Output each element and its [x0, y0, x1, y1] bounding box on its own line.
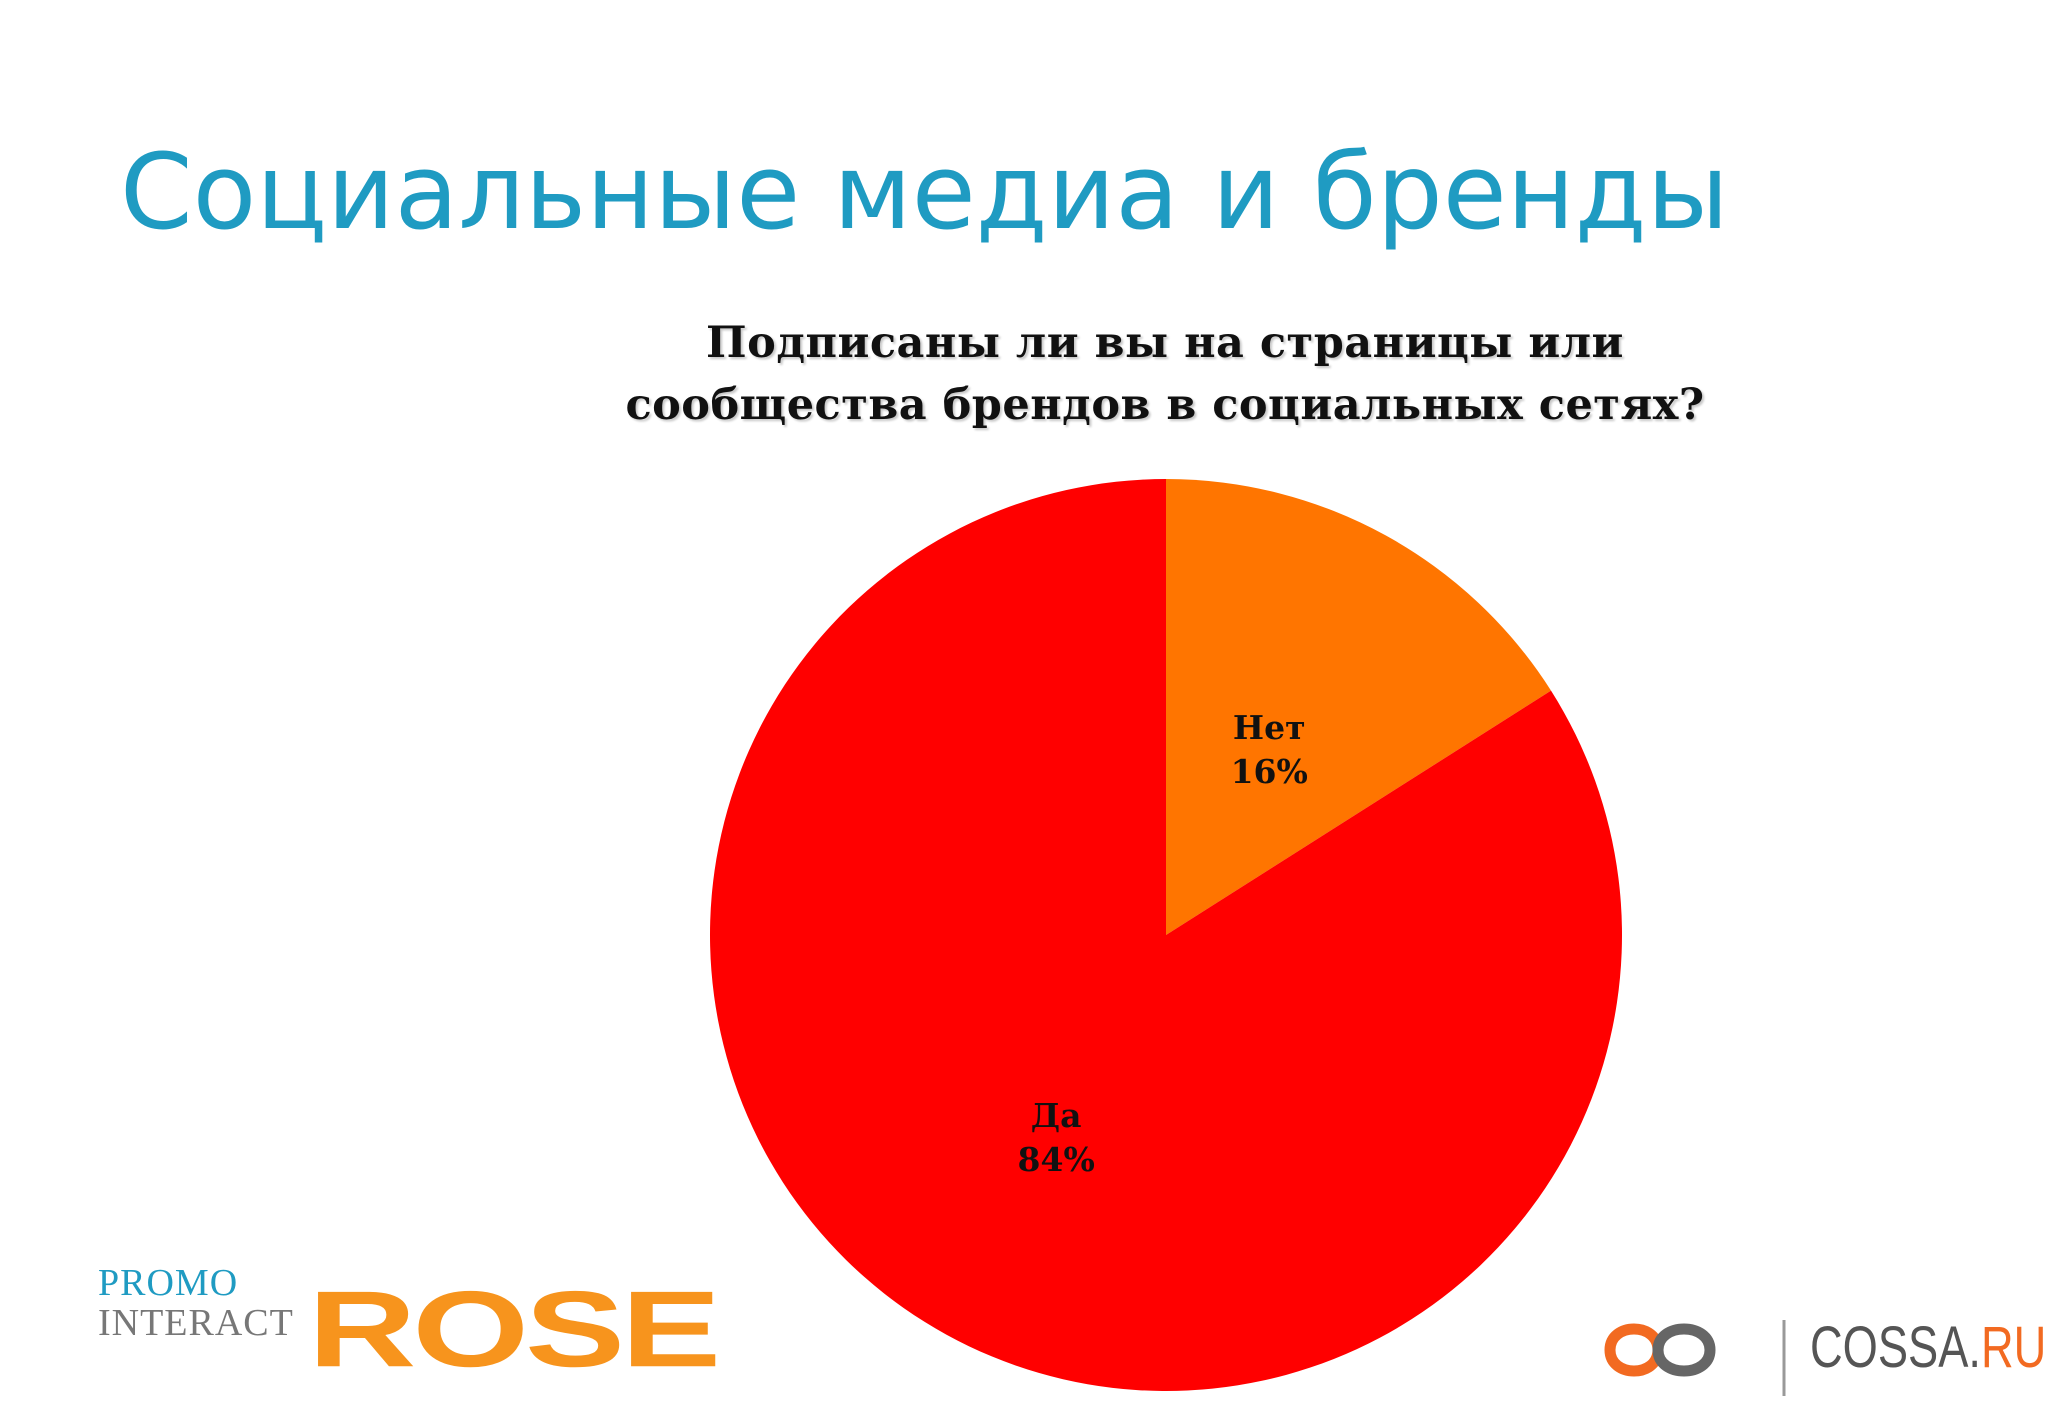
cossa-logo-main: COSSA. [1810, 1315, 1981, 1380]
cossa-logo-text: COSSA.RU [1810, 1308, 2046, 1388]
cossa-logo-ru: RU [1980, 1315, 2047, 1380]
chart-title: Подписаны ли вы на страницы или сообщест… [540, 312, 1790, 436]
chart-title-line-2: сообщества брендов в социальных сетях? [625, 380, 1705, 430]
rose-logo: ROSE [308, 1268, 721, 1390]
pie-slice-da [710, 479, 1622, 1391]
pie-slices [710, 479, 1622, 1391]
pie-slice-net [1166, 479, 1552, 935]
interact-logo-text: INTERACT [98, 1302, 294, 1344]
cossa-logo: COSSA.RU [1600, 1300, 2046, 1400]
pie-value-label: 16% [1231, 752, 1308, 791]
slide-title: Социальные медиа и бренды [120, 131, 1729, 253]
pie-category-label: Да [1031, 1096, 1082, 1135]
promo-logo-text: PROMO [98, 1262, 239, 1304]
pie-value-label: 84% [1018, 1140, 1095, 1179]
chart-title-line-1: Подписаны ли вы на страницы или [706, 318, 1624, 368]
pie-category-label: Нет [1233, 708, 1306, 747]
infinity-icon [1604, 1320, 1786, 1396]
pie-labels: Нет 16% Да 84% [1018, 708, 1308, 1179]
